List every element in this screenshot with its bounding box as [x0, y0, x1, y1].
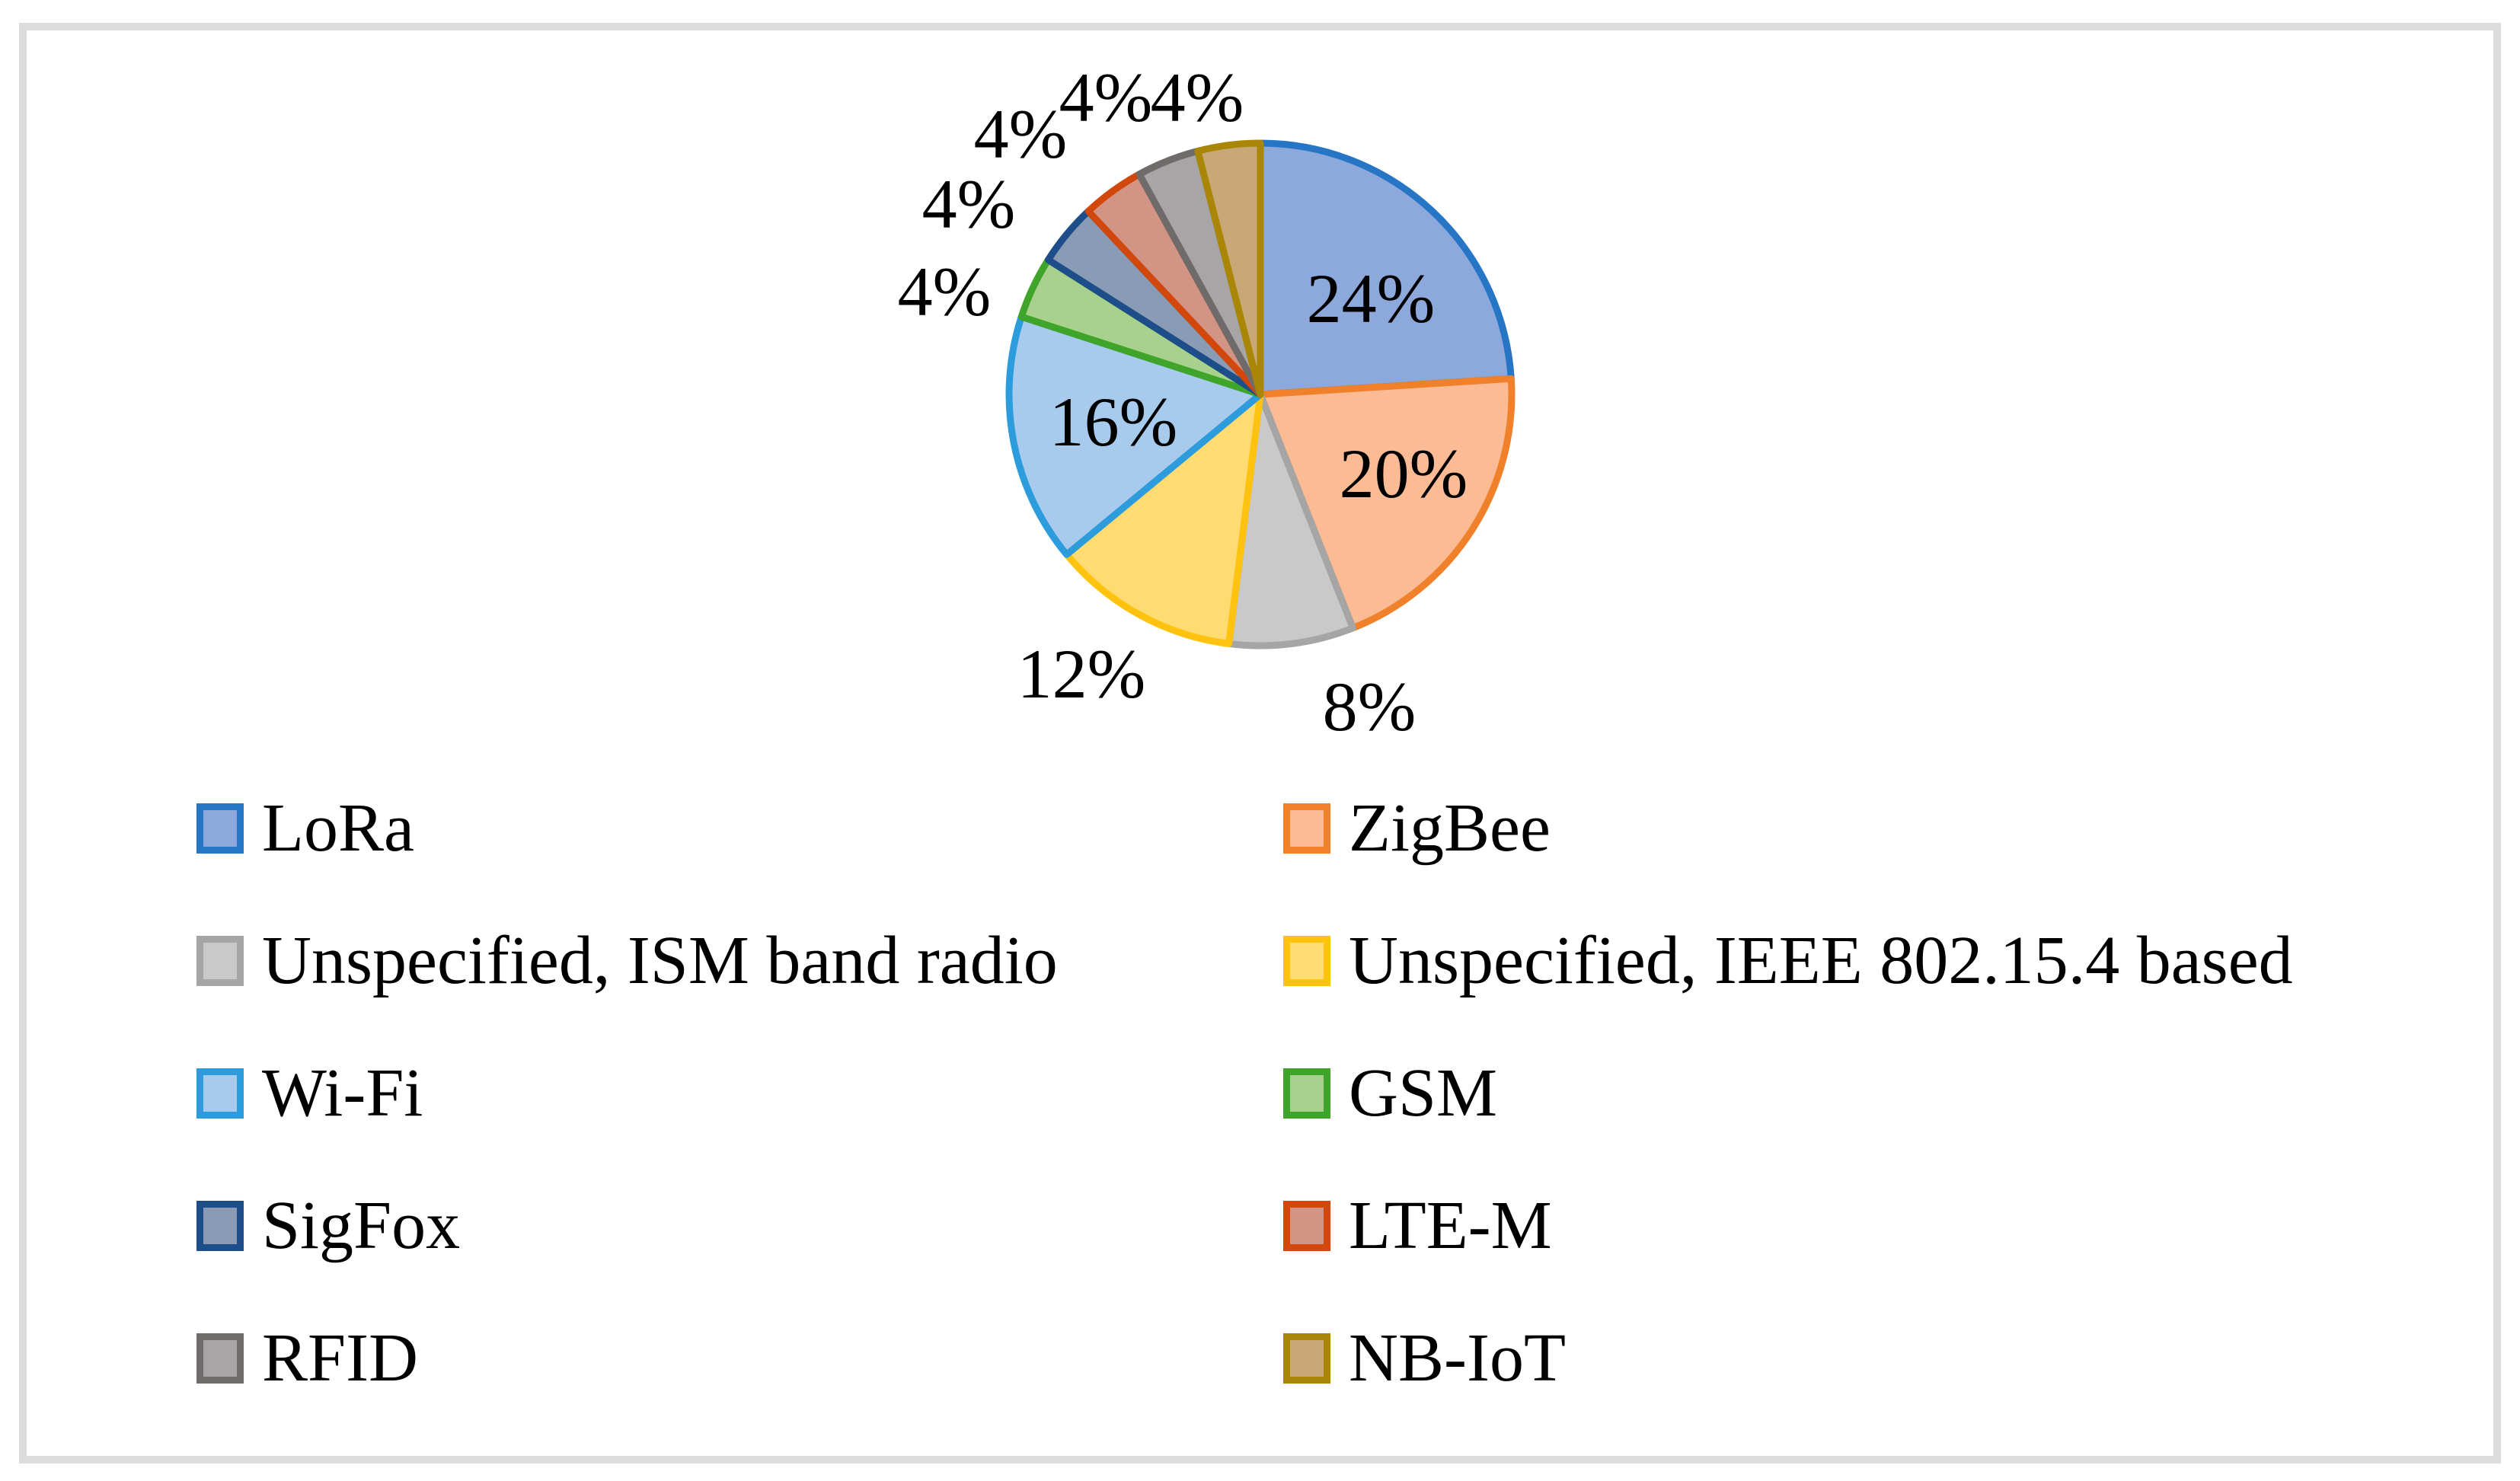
legend-label-unspecified-ism: Unspecified, ISM band radio — [262, 923, 1058, 998]
legend-swatch-lora — [196, 803, 244, 854]
legend-swatch-nbiot — [1283, 1333, 1330, 1384]
data-label-ism: 8% — [1322, 668, 1417, 745]
pie-slice-lora — [1257, 139, 1515, 398]
legend-swatch-rfid — [196, 1333, 244, 1384]
legend-item-lora: LoRa — [196, 794, 1283, 863]
legend-swatch-zigbee — [1283, 803, 1330, 854]
legend-label-sigfox: SigFox — [262, 1188, 461, 1263]
legend-item-unspecified-ieee: Unspecified, IEEE 802.15.4 based — [1283, 927, 2293, 995]
data-label-ieee: 12% — [1017, 635, 1146, 713]
legend-item-ltem: LTE-M — [1283, 1192, 2293, 1260]
pie-slice-nb-iot — [1194, 139, 1264, 398]
pie-slice-unspecified-ism-band-radio — [1225, 391, 1356, 650]
legend-label-nbiot: NB-IoT — [1349, 1320, 1566, 1396]
data-label-sigfox: 4% — [921, 165, 1016, 243]
pie-slice-zigbee — [1257, 375, 1516, 632]
legend-label-lora: LoRa — [262, 790, 414, 866]
legend-label-zigbee: ZigBee — [1349, 790, 1551, 866]
legend-item-wifi: Wi-Fi — [196, 1059, 1283, 1128]
pie-slice-unspecified-ieee-802-15-4-based — [1063, 391, 1264, 647]
data-label-nbiot: 4% — [1150, 59, 1244, 136]
legend-swatch-unspecified-ieee — [1283, 936, 1330, 986]
legend-item-unspecified-ism: Unspecified, ISM band radio — [196, 927, 1283, 995]
data-label-rfid: 4% — [1059, 59, 1153, 136]
legend-swatch-ltem — [1283, 1201, 1330, 1251]
legend-swatch-unspecified-ism — [196, 936, 244, 986]
data-label-wifi: 16% — [1049, 383, 1178, 461]
chart-legend: LoRa ZigBee Unspecified, ISM band radio … — [196, 762, 2293, 1425]
data-label-ltem: 4% — [973, 95, 1068, 173]
legend-swatch-gsm — [1283, 1068, 1330, 1119]
legend-label-unspecified-ieee: Unspecified, IEEE 802.15.4 based — [1349, 923, 2293, 998]
legend-item-rfid: RFID — [196, 1324, 1283, 1393]
legend-item-zigbee: ZigBee — [1283, 794, 2293, 863]
legend-label-wifi: Wi-Fi — [262, 1055, 423, 1131]
data-label-gsm: 4% — [897, 253, 992, 330]
legend-swatch-wifi — [196, 1068, 244, 1119]
legend-item-gsm: GSM — [1283, 1059, 2293, 1128]
legend-label-rfid: RFID — [262, 1320, 419, 1396]
data-label-zigbee: 20% — [1339, 435, 1468, 512]
legend-item-sigfox: SigFox — [196, 1192, 1283, 1260]
data-label-lora: 24% — [1306, 260, 1436, 337]
legend-label-gsm: GSM — [1349, 1055, 1498, 1131]
legend-item-nbiot: NB-IoT — [1283, 1324, 2293, 1393]
legend-label-ltem: LTE-M — [1349, 1188, 1552, 1263]
legend-swatch-sigfox — [196, 1201, 244, 1251]
